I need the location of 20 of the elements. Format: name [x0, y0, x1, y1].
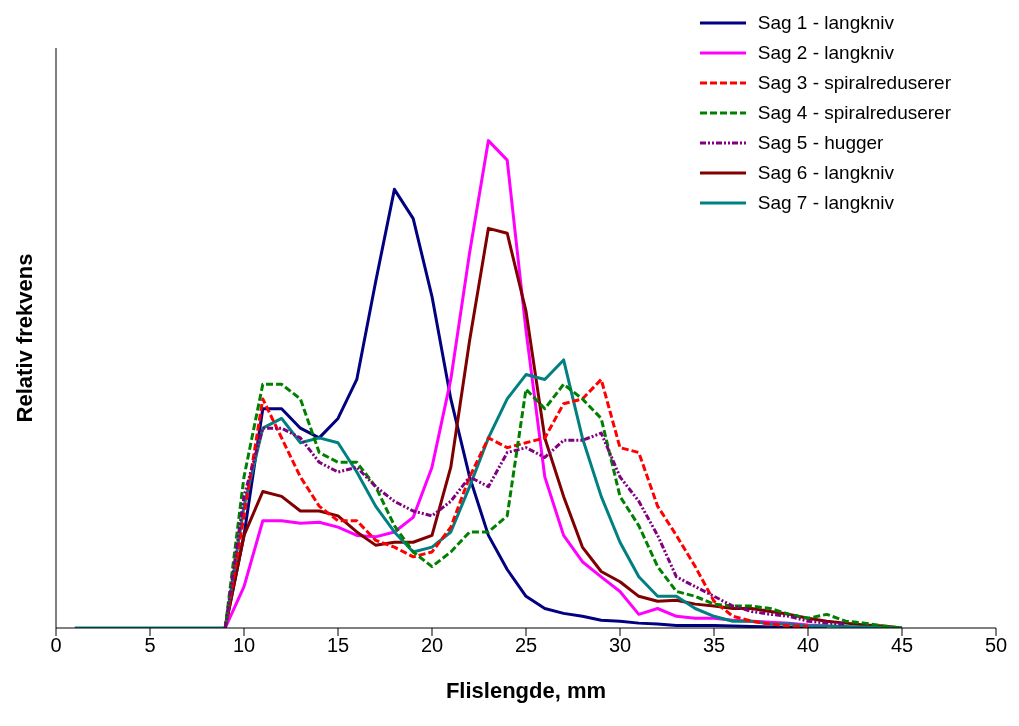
legend-label: Sag 2 - langkniv — [757, 41, 894, 65]
x-tick-label: 0 — [50, 634, 62, 657]
x-tick-label: 40 — [796, 634, 820, 657]
legend-label: Sag 3 - spiralreduserer — [757, 71, 951, 95]
legend-label: Sag 7 - langkniv — [757, 191, 894, 215]
x-tick-label: 20 — [420, 634, 444, 657]
x-tick-label: 15 — [326, 634, 350, 657]
x-tick-label: 50 — [984, 634, 1008, 657]
x-tick-label: 35 — [702, 634, 726, 657]
legend-label: Sag 4 - spiralreduserer — [757, 101, 951, 125]
legend-label: Sag 1 - langkniv — [757, 11, 894, 35]
x-tick-label: 45 — [890, 634, 914, 657]
x-tick-label: 30 — [608, 634, 632, 657]
x-tick-label: 5 — [144, 634, 156, 657]
x-tick-label: 10 — [232, 634, 256, 657]
x-tick-label: 25 — [514, 634, 538, 657]
y-axis-title: Relativ frekvens — [11, 253, 37, 423]
legend-label: Sag 6 - langkniv — [757, 161, 894, 185]
legend-label: Sag 5 - hugger — [757, 131, 884, 155]
x-axis-title: Flislengde, mm — [445, 678, 607, 703]
